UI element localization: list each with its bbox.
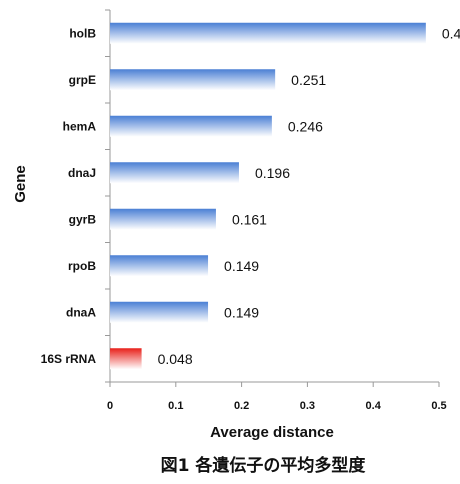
- category-label: grpE: [69, 73, 96, 87]
- data-label: 0.161: [232, 211, 267, 227]
- x-axis-title: Average distance: [210, 424, 334, 441]
- x-tick-label: 0.2: [234, 400, 249, 412]
- data-label: 0.149: [224, 258, 259, 274]
- plot-area: holB 0.480 grpE 0.251 hemA 0.246 dnaJ 0.196 gyrB…: [41, 9, 460, 412]
- category-label: gyrB: [69, 212, 97, 226]
- bar: [110, 208, 216, 230]
- bar: [110, 22, 426, 44]
- bar: [110, 69, 276, 91]
- bar: [110, 255, 209, 277]
- x-tick-label: 0.1: [168, 400, 183, 412]
- bar: [110, 301, 209, 323]
- bar: [110, 115, 272, 137]
- bar: [110, 162, 239, 184]
- x-tick-label: 0: [107, 400, 113, 412]
- data-label: 0.196: [255, 165, 290, 181]
- data-label: 0.251: [291, 72, 326, 88]
- bar: [110, 348, 142, 370]
- category-label: hemA: [63, 119, 97, 133]
- category-label: rpoB: [68, 259, 96, 273]
- y-axis-title: Gene: [12, 165, 29, 203]
- x-tick-label: 0.4: [366, 400, 382, 412]
- category-label: dnaA: [66, 305, 96, 319]
- category-label: 16S rRNA: [41, 352, 97, 366]
- data-label: 0.048: [158, 351, 193, 367]
- category-label: dnaJ: [68, 166, 96, 180]
- data-label: 0.246: [288, 118, 323, 134]
- x-tick-label: 0.3: [300, 400, 315, 412]
- category-label: holB: [69, 26, 96, 40]
- x-tick-label: 0.5: [431, 400, 446, 412]
- data-label: 0.149: [224, 304, 259, 320]
- figure-caption: 図1 各遺伝子の平均多型度: [161, 455, 367, 476]
- data-label: 0.480: [442, 25, 460, 41]
